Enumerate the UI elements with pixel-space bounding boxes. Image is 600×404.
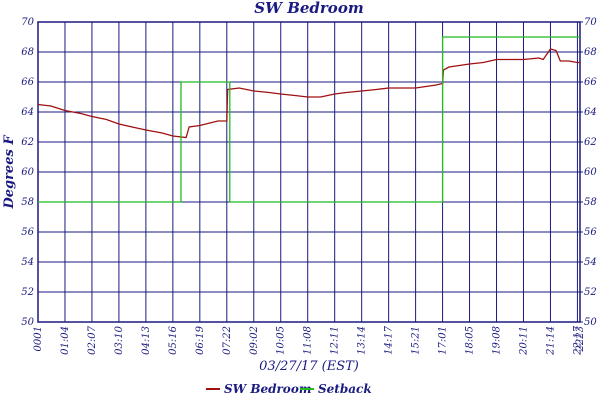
y2-tick-label: 52 bbox=[584, 287, 597, 298]
x-tick-label: 2223 bbox=[575, 326, 586, 352]
y-tick-label: 54 bbox=[21, 257, 34, 268]
x-tick-label: 07:22 bbox=[222, 326, 233, 355]
y-tick-label: 70 bbox=[21, 17, 34, 28]
x-tick-label: 06:19 bbox=[195, 325, 206, 354]
x-tick-label: 09:02 bbox=[249, 326, 260, 355]
x-tick-label: 20:11 bbox=[518, 326, 529, 356]
series-line bbox=[37, 48, 580, 139]
y-tick-label: 66 bbox=[21, 77, 34, 88]
x-tick-label: 0001 bbox=[33, 326, 44, 351]
y2-tick-label: 50 bbox=[584, 317, 597, 328]
y-tick-label: 60 bbox=[21, 167, 34, 178]
chart-title: SW Bedroom bbox=[254, 0, 363, 17]
x-axis-title: 03/27/17 (EST) bbox=[259, 359, 359, 374]
legend-label: Setback bbox=[318, 382, 372, 396]
y2-tick-label: 56 bbox=[584, 227, 597, 238]
y2-tick-label: 60 bbox=[584, 167, 597, 178]
x-tick-label: 14:17 bbox=[384, 325, 395, 354]
x-tick-label: 22:17 bbox=[572, 325, 583, 355]
y2-tick-label: 62 bbox=[584, 137, 597, 148]
x-tick-label: 03:10 bbox=[114, 325, 125, 354]
legend-label: SW Bedroom bbox=[224, 382, 312, 396]
y-tick-label: 58 bbox=[21, 197, 34, 208]
y-tick-label: 52 bbox=[21, 287, 34, 298]
x-tick-label: 02:07 bbox=[87, 325, 98, 354]
x-tick-label: 12:11 bbox=[330, 326, 341, 355]
x-tick-label: 01:04 bbox=[60, 326, 71, 355]
y-tick-label: 56 bbox=[21, 227, 34, 238]
y-tick-label: 50 bbox=[21, 317, 34, 328]
x-tick-label: 11:08 bbox=[303, 326, 314, 355]
y2-tick-label: 58 bbox=[584, 197, 597, 208]
y2-tick-label: 64 bbox=[584, 107, 597, 118]
y-tick-label: 62 bbox=[21, 137, 34, 148]
x-tick-label: 21:14 bbox=[545, 326, 556, 356]
x-tick-label: 18:05 bbox=[465, 326, 476, 355]
y-axis-title: Degrees F bbox=[2, 135, 17, 210]
x-tick-label: 17:01 bbox=[438, 326, 449, 355]
x-tick-label: 04:13 bbox=[141, 326, 152, 355]
y2-tick-label: 70 bbox=[584, 17, 597, 28]
x-tick-label: 19:08 bbox=[492, 326, 503, 355]
plot-border bbox=[37, 21, 581, 323]
x-tick-label: 10:05 bbox=[276, 326, 287, 355]
y-tick-label: 64 bbox=[21, 107, 34, 118]
y2-tick-label: 54 bbox=[584, 257, 597, 268]
x-tick-label: 15:21 bbox=[411, 326, 422, 355]
x-tick-label: 13:14 bbox=[357, 326, 368, 355]
series-line bbox=[38, 36, 580, 203]
y2-tick-label: 68 bbox=[584, 47, 597, 58]
y-tick-label: 68 bbox=[21, 47, 34, 58]
x-tick-label: 05:16 bbox=[168, 325, 179, 354]
y2-tick-label: 66 bbox=[584, 77, 597, 88]
